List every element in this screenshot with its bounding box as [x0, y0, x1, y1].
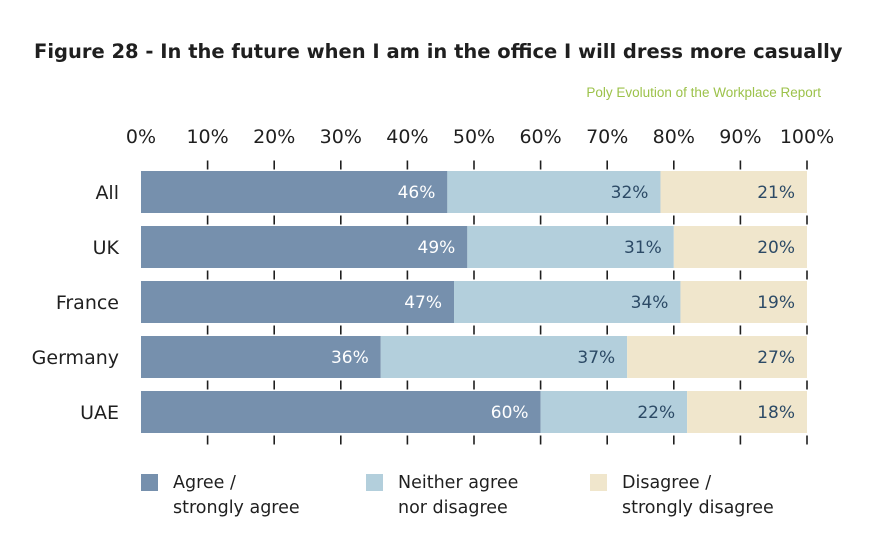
- legend-label: strongly agree: [173, 498, 300, 518]
- x-tick-label: 30%: [320, 126, 362, 148]
- bar-segment: [660, 171, 807, 213]
- data-label: 60%: [491, 403, 529, 423]
- bar-segment: [540, 391, 688, 433]
- bar-segment: [380, 336, 628, 378]
- category-label: All: [95, 182, 119, 204]
- legend-label: Neither agree: [398, 473, 518, 493]
- x-tick-label: 20%: [253, 126, 295, 148]
- bar-segment: [141, 336, 381, 378]
- data-label: 47%: [404, 293, 442, 313]
- bar-segment: [467, 226, 674, 268]
- bars: All 46% 32% 21% UK 49% 31% 20% France 47% 34% 19% Ge…: [32, 171, 807, 433]
- x-tick-label: 0%: [126, 126, 156, 148]
- bar-segment: [141, 281, 455, 323]
- data-label: 21%: [757, 183, 795, 203]
- x-tick-label: 10%: [186, 126, 228, 148]
- legend-label: nor disagree: [398, 498, 508, 518]
- x-tick-label: 90%: [719, 126, 761, 148]
- legend-swatch: [590, 474, 607, 491]
- data-label: 49%: [418, 238, 456, 258]
- bar-segment: [447, 171, 661, 213]
- bar-segment: [627, 336, 807, 378]
- data-label: 31%: [624, 238, 662, 258]
- category-label: Germany: [32, 347, 119, 369]
- category-label: UK: [93, 237, 120, 259]
- x-tick-label: 60%: [519, 126, 561, 148]
- legend-swatch: [141, 474, 158, 491]
- data-label: 34%: [631, 293, 669, 313]
- bar-segment: [687, 391, 807, 433]
- bar-segment: [141, 226, 468, 268]
- x-tick-label: 70%: [586, 126, 628, 148]
- data-label: 20%: [757, 238, 795, 258]
- data-label: 18%: [757, 403, 795, 423]
- bar-segment: [673, 226, 807, 268]
- data-label: 19%: [757, 293, 795, 313]
- legend: Agree / strongly agree Neither agree nor di…: [141, 473, 774, 518]
- category-label: UAE: [80, 402, 119, 424]
- legend-label: Disagree /: [622, 473, 711, 493]
- bar-segment: [141, 171, 448, 213]
- bar-segment: [454, 281, 681, 323]
- data-label: 36%: [331, 348, 369, 368]
- data-label: 46%: [398, 183, 436, 203]
- bar-segment: [141, 391, 541, 433]
- category-label: France: [56, 292, 119, 314]
- x-tick-label: 40%: [386, 126, 428, 148]
- data-label: 27%: [757, 348, 795, 368]
- chart-source: Poly Evolution of the Workplace Report: [586, 85, 821, 100]
- x-tick-label: 80%: [653, 126, 695, 148]
- x-tick-label: 50%: [453, 126, 495, 148]
- x-axis-ticks: 0% 10% 20% 30% 40% 50% 60% 70% 80% 90% 100%: [126, 126, 834, 445]
- legend-label: Agree /: [173, 473, 236, 493]
- x-tick-label: 100%: [780, 126, 834, 148]
- data-label: 22%: [637, 403, 675, 423]
- legend-swatch: [366, 474, 383, 491]
- chart-title: Figure 28 - In the future when I am in t…: [34, 40, 843, 63]
- data-label: 37%: [577, 348, 615, 368]
- legend-label: strongly disagree: [622, 498, 774, 518]
- data-label: 32%: [611, 183, 649, 203]
- bar-segment: [680, 281, 807, 323]
